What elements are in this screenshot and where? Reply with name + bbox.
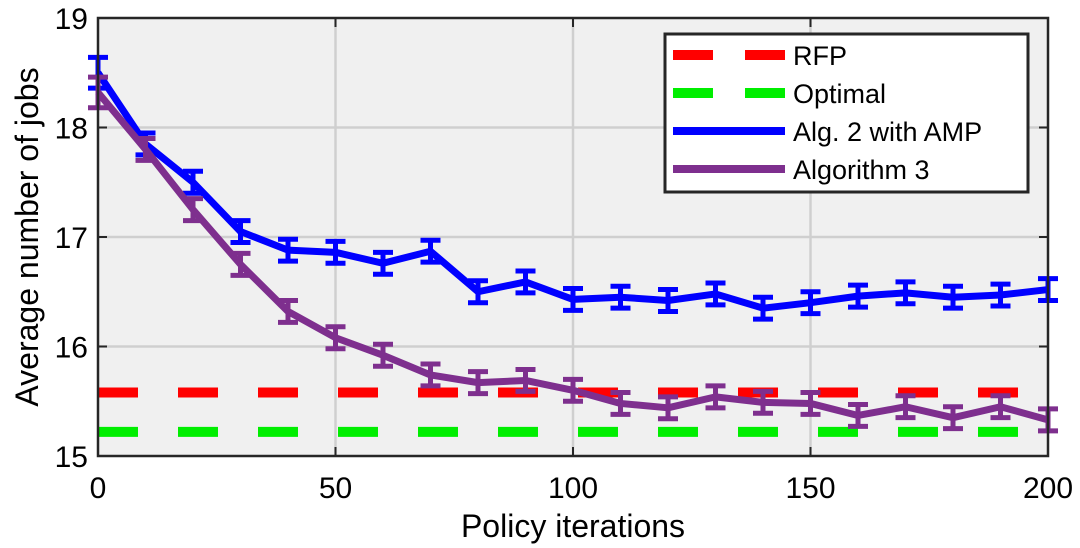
axes: 0 50 100 150 200 15 16 17 18 19	[55, 3, 1073, 505]
error-bar-alg-2-with-amp	[183, 168, 203, 196]
error-bar-alg-2-with-amp	[420, 237, 441, 265]
x-tick-label: 200	[1023, 472, 1073, 505]
error-bar-algorithm-3	[325, 324, 346, 352]
x-tick-label: 100	[548, 472, 598, 505]
error-bar-algorithm-3	[990, 393, 1011, 421]
error-bar-algorithm-3	[373, 341, 393, 369]
x-tick-label: 0	[90, 472, 107, 505]
error-bar-alg-2-with-amp	[325, 238, 346, 266]
error-bar-algorithm-3	[943, 404, 963, 432]
error-bar-alg-2-with-amp	[943, 283, 963, 311]
error-bar-algorithm-3	[800, 389, 821, 417]
error-bar-algorithm-3	[468, 369, 488, 397]
legend-label-algorithm-3: Algorithm 3	[793, 155, 930, 185]
legend-label-optimal: Optimal	[793, 79, 886, 109]
error-bar-alg-2-with-amp	[753, 294, 773, 322]
error-bar-algorithm-3	[230, 250, 251, 278]
y-tick-label: 15	[55, 441, 88, 474]
error-bar-algorithm-3	[610, 389, 631, 417]
error-bar-algorithm-3	[278, 298, 298, 325]
error-bar-alg-2-with-amp	[800, 289, 821, 317]
error-bar-algorithm-3	[753, 388, 773, 416]
error-bar-algorithm-3	[420, 361, 441, 389]
error-bar-algorithm-3	[515, 366, 536, 394]
legend-label-rfp: RFP	[793, 41, 847, 71]
error-bar-alg-2-with-amp	[563, 285, 583, 313]
error-bar-alg-2-with-amp	[230, 218, 251, 245]
error-bar-algorithm-3	[848, 402, 868, 429]
legend-label-alg-2-with-amp: Alg. 2 with AMP	[793, 117, 982, 147]
error-bar-alg-2-with-amp	[373, 249, 393, 277]
error-bar-algorithm-3	[563, 376, 583, 404]
error-bar-algorithm-3	[705, 383, 726, 411]
x-tick-label: 50	[319, 472, 352, 505]
error-bar-algorithm-3	[135, 135, 156, 163]
y-tick-label: 19	[55, 3, 88, 36]
error-bar-algorithm-3	[183, 196, 203, 224]
y-axis-label: Average number of jobs	[9, 67, 45, 406]
error-bar-alg-2-with-amp	[515, 268, 536, 296]
x-tick-label: 150	[785, 472, 835, 505]
error-bar-alg-2-with-amp	[658, 287, 678, 314]
x-axis-label: Policy iterations	[461, 508, 685, 544]
error-bar-alg-2-with-amp	[848, 282, 868, 310]
error-bar-alg-2-with-amp	[278, 236, 298, 264]
y-tick-label: 17	[55, 222, 88, 255]
y-tick-label: 16	[55, 332, 88, 365]
error-bar-alg-2-with-amp	[610, 283, 631, 311]
y-tick-label: 18	[55, 113, 88, 146]
error-bar-algorithm-3	[895, 393, 916, 421]
error-bar-algorithm-3	[658, 394, 678, 422]
error-bar-alg-2-with-amp	[468, 278, 488, 306]
error-bar-alg-2-with-amp	[895, 279, 916, 307]
error-bar-alg-2-with-amp	[990, 281, 1011, 309]
error-bar-alg-2-with-amp	[705, 280, 726, 308]
legend: RFP Optimal Alg. 2 with AMP Algorithm 3	[663, 32, 1030, 194]
